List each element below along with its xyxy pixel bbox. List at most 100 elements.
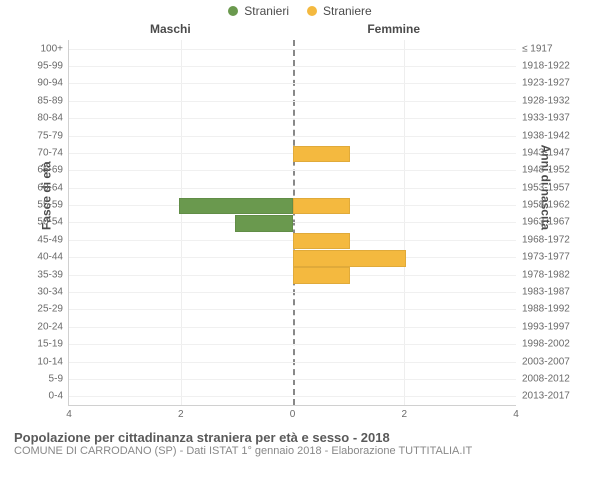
- age-label: 100+: [40, 43, 69, 54]
- age-label: 10-14: [37, 356, 69, 367]
- row-gridline: [69, 309, 516, 310]
- age-label: 75-79: [37, 130, 69, 141]
- age-row: 65-691948-1952: [69, 162, 516, 179]
- age-label: 30-34: [37, 287, 69, 298]
- x-tick-label: 0: [290, 405, 296, 420]
- age-row: 20-241993-1997: [69, 318, 516, 335]
- bar-male: [235, 215, 293, 232]
- birth-year-label: 1948-1952: [516, 165, 570, 176]
- age-row: 40-441973-1977: [69, 249, 516, 266]
- row-gridline: [69, 379, 516, 380]
- chart-title: Popolazione per cittadinanza straniera p…: [14, 430, 586, 445]
- x-tick-label: 4: [66, 405, 72, 420]
- birth-year-label: 2008-2012: [516, 373, 570, 384]
- legend-item-male: Stranieri: [228, 4, 289, 18]
- age-row: 45-491968-1972: [69, 231, 516, 248]
- age-row: 5-92008-2012: [69, 370, 516, 387]
- age-row: 50-541963-1967: [69, 214, 516, 231]
- x-tick-label: 4: [513, 405, 519, 420]
- age-label: 90-94: [37, 78, 69, 89]
- age-label: 45-49: [37, 234, 69, 245]
- chart-footer: Popolazione per cittadinanza straniera p…: [0, 428, 600, 457]
- age-row: 85-891928-1932: [69, 92, 516, 109]
- row-gridline: [69, 66, 516, 67]
- row-gridline: [69, 136, 516, 137]
- row-gridline: [69, 292, 516, 293]
- age-row: 60-641953-1957: [69, 179, 516, 196]
- birth-year-label: 1998-2002: [516, 339, 570, 350]
- legend-item-female: Straniere: [307, 4, 372, 18]
- population-pyramid: Maschi Femmine Fasce di età Anni di nasc…: [20, 18, 580, 428]
- birth-year-label: 1958-1962: [516, 200, 570, 211]
- bar-female: [293, 198, 351, 215]
- age-row: 30-341983-1987: [69, 283, 516, 300]
- age-row: 100+≤ 1917: [69, 40, 516, 57]
- age-row: 25-291988-1992: [69, 301, 516, 318]
- birth-year-label: 1953-1957: [516, 182, 570, 193]
- row-gridline: [69, 83, 516, 84]
- age-row: 80-841933-1937: [69, 110, 516, 127]
- bar-female: [293, 267, 351, 284]
- birth-year-label: 1968-1972: [516, 234, 570, 245]
- birth-year-label: ≤ 1917: [516, 43, 553, 54]
- row-gridline: [69, 170, 516, 171]
- birth-year-label: 1923-1927: [516, 78, 570, 89]
- birth-year-label: 1933-1937: [516, 113, 570, 124]
- x-tick-label: 2: [401, 405, 407, 420]
- age-row: 35-391978-1982: [69, 266, 516, 283]
- age-row: 55-591958-1962: [69, 196, 516, 213]
- bar-male: [179, 198, 293, 215]
- age-label: 85-89: [37, 95, 69, 106]
- birth-year-label: 1928-1932: [516, 95, 570, 106]
- age-label: 5-9: [49, 373, 69, 384]
- age-label: 95-99: [37, 61, 69, 72]
- birth-year-label: 2003-2007: [516, 356, 570, 367]
- bar-female: [293, 233, 351, 250]
- chart-legend: Stranieri Straniere: [0, 0, 600, 18]
- birth-year-label: 1983-1987: [516, 287, 570, 298]
- age-label: 55-59: [37, 200, 69, 211]
- legend-label-male: Stranieri: [244, 4, 289, 18]
- age-label: 35-39: [37, 269, 69, 280]
- age-label: 25-29: [37, 304, 69, 315]
- row-gridline: [69, 101, 516, 102]
- row-gridline: [69, 118, 516, 119]
- birth-year-label: 1963-1967: [516, 217, 570, 228]
- birth-year-label: 1973-1977: [516, 252, 570, 263]
- age-label: 65-69: [37, 165, 69, 176]
- bar-female: [293, 146, 351, 163]
- bar-female: [293, 250, 407, 267]
- x-tick-label: 2: [178, 405, 184, 420]
- age-row: 15-191998-2002: [69, 335, 516, 352]
- age-row: 95-991918-1922: [69, 57, 516, 74]
- legend-label-female: Straniere: [323, 4, 372, 18]
- age-label: 20-24: [37, 321, 69, 332]
- age-label: 50-54: [37, 217, 69, 228]
- birth-year-label: 1943-1947: [516, 147, 570, 158]
- birth-year-label: 1988-1992: [516, 304, 570, 315]
- birth-year-label: 1978-1982: [516, 269, 570, 280]
- legend-swatch-male: [228, 6, 238, 16]
- age-row: 75-791938-1942: [69, 127, 516, 144]
- age-label: 40-44: [37, 252, 69, 263]
- row-gridline: [69, 396, 516, 397]
- column-header-female: Femmine: [367, 22, 420, 36]
- age-label: 0-4: [49, 391, 69, 402]
- column-header-male: Maschi: [150, 22, 191, 36]
- age-label: 80-84: [37, 113, 69, 124]
- row-gridline: [69, 344, 516, 345]
- age-row: 90-941923-1927: [69, 75, 516, 92]
- row-gridline: [69, 49, 516, 50]
- age-label: 70-74: [37, 147, 69, 158]
- age-row: 10-142003-2007: [69, 353, 516, 370]
- age-label: 15-19: [37, 339, 69, 350]
- age-row: 70-741943-1947: [69, 144, 516, 161]
- legend-swatch-female: [307, 6, 317, 16]
- birth-year-label: 1993-1997: [516, 321, 570, 332]
- age-row: 0-42013-2017: [69, 388, 516, 405]
- birth-year-label: 2013-2017: [516, 391, 570, 402]
- birth-year-label: 1938-1942: [516, 130, 570, 141]
- row-gridline: [69, 222, 516, 223]
- age-label: 60-64: [37, 182, 69, 193]
- row-gridline: [69, 327, 516, 328]
